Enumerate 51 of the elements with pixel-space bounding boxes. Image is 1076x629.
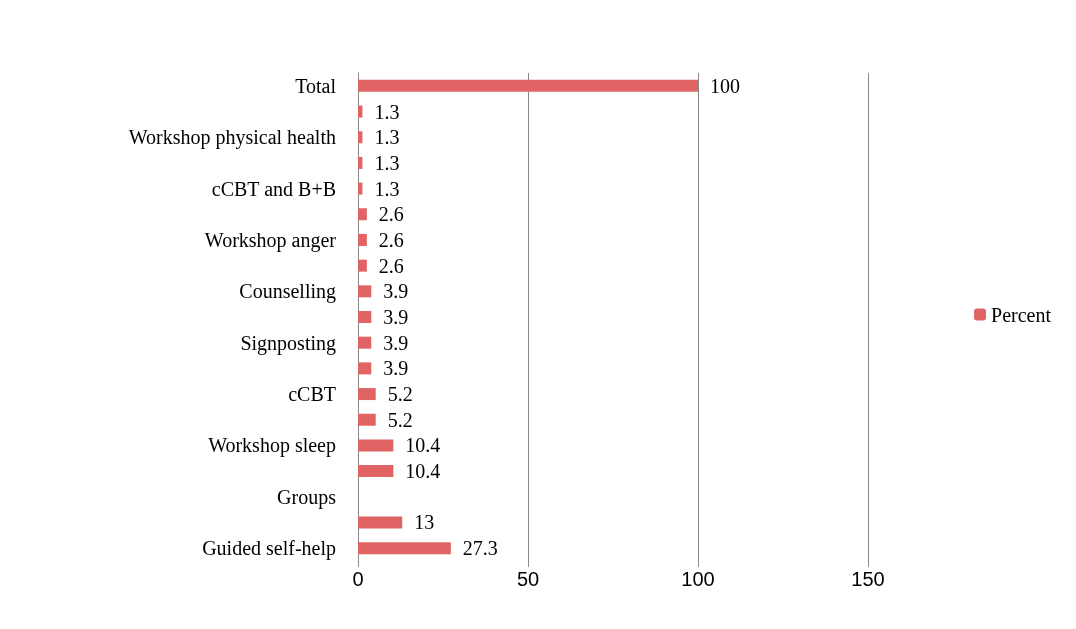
y-tick-label: Groups: [277, 485, 337, 509]
y-tick-label: Signposting: [240, 331, 336, 355]
data-label: 27.3: [462, 537, 498, 560]
y-tick-label: Counselling: [239, 280, 336, 304]
bar: [358, 413, 376, 426]
data-label: 2.6: [378, 203, 404, 226]
bar: [358, 285, 372, 298]
bar: [358, 208, 367, 221]
data-label: 1.3: [374, 151, 400, 174]
bar: [358, 516, 403, 529]
bar: [358, 362, 372, 375]
y-tick-label: Workshop physical health: [128, 126, 336, 150]
data-label: 5.2: [387, 383, 413, 406]
y-tick-label: Workshop anger: [204, 228, 337, 252]
bar: [358, 182, 363, 195]
data-label: 3.9: [383, 306, 409, 328]
x-tick-label: 0: [352, 568, 364, 590]
data-label: 13: [414, 511, 435, 534]
bar: [358, 156, 363, 169]
data-label: 5.2: [387, 408, 413, 431]
data-label: 100: [710, 74, 740, 97]
bar: [358, 336, 372, 349]
data-label: 3.9: [383, 280, 409, 303]
y-tick-label: Guided self-help: [202, 537, 336, 561]
data-label: 3.9: [383, 357, 409, 380]
legend-label: Percent: [991, 303, 1052, 326]
bar: [358, 105, 363, 118]
x-tick-label: 150: [851, 568, 885, 590]
data-label: 2.6: [378, 254, 404, 277]
y-tick-label: cCBT: [288, 383, 336, 406]
data-label: 10.4: [405, 434, 441, 457]
bar: [358, 233, 367, 246]
bar: [358, 388, 376, 401]
data-label: 3.9: [383, 331, 409, 354]
data-label: 1.3: [374, 177, 400, 200]
bar: [358, 311, 372, 323]
y-tick-label: cCBT and B+B: [211, 177, 336, 200]
bar: [358, 259, 367, 272]
bar: [358, 439, 394, 452]
bar: [358, 131, 363, 144]
x-tick-label: 100: [681, 568, 715, 590]
data-label: 1.3: [374, 100, 400, 123]
x-tick-label: 50: [516, 568, 540, 590]
data-label: 10.4: [405, 460, 441, 483]
data-label: 1.3: [374, 126, 400, 149]
bar: [358, 465, 394, 478]
data-label: 2.6: [378, 228, 404, 251]
bar: [358, 542, 451, 555]
y-tick-label: Total: [295, 74, 337, 97]
y-tick-label: Workshop sleep: [208, 434, 336, 458]
bar: [358, 79, 698, 92]
